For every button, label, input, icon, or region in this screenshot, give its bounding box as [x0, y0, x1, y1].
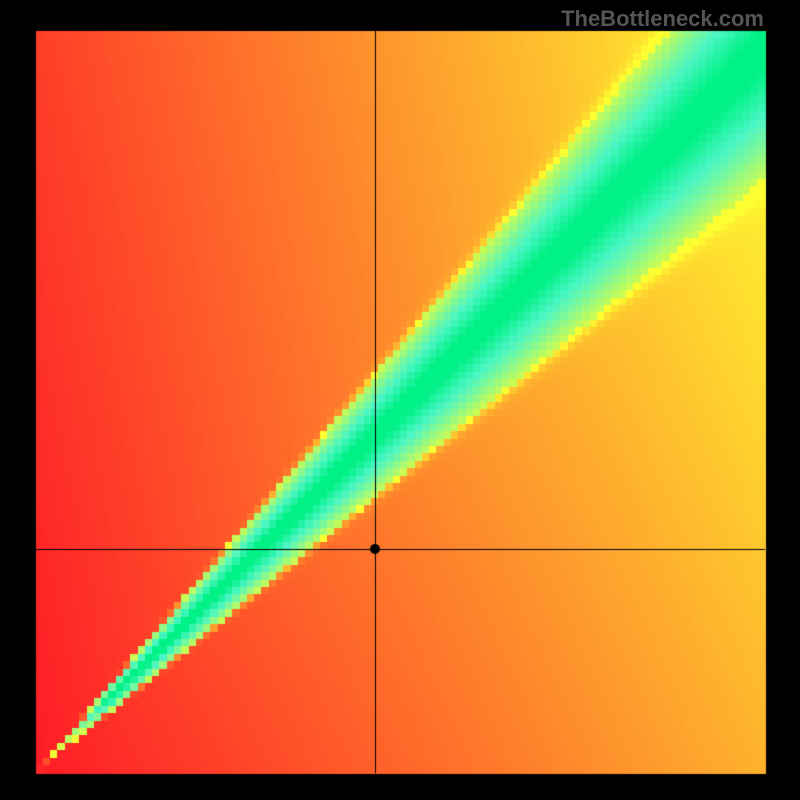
- attribution-text: TheBottleneck.com: [561, 6, 764, 32]
- bottleneck-heatmap: [0, 0, 800, 800]
